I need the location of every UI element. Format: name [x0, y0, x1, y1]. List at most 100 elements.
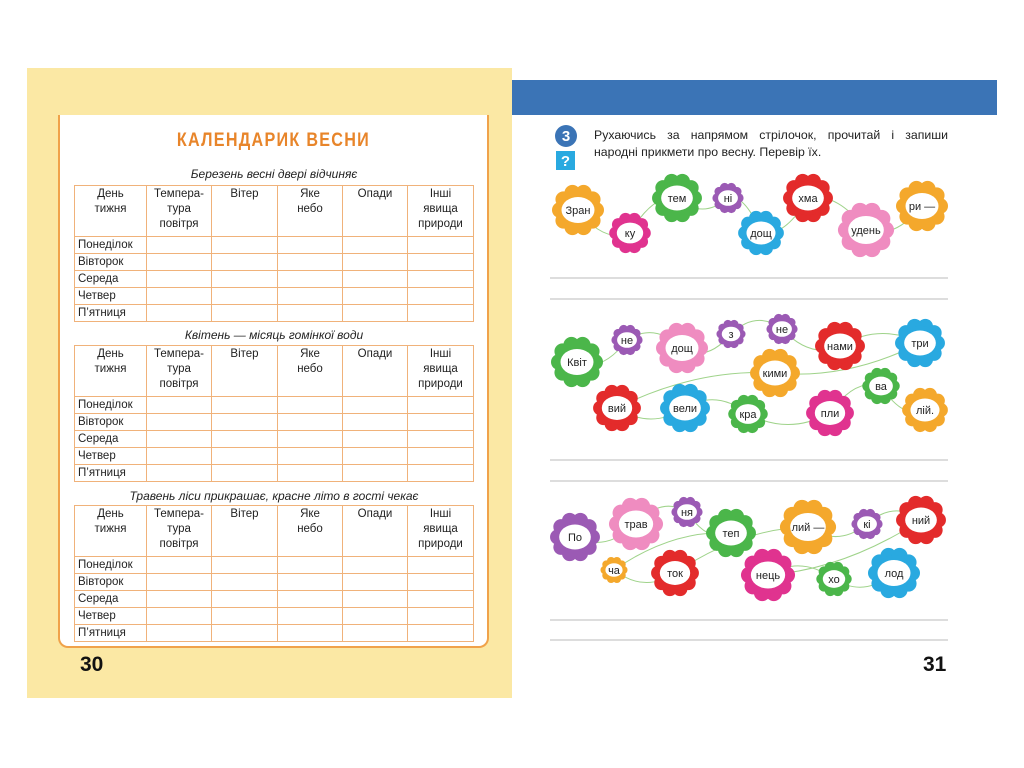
- header-cell: Інші явища природи: [407, 345, 474, 397]
- table-row: П’ятниця: [74, 304, 474, 322]
- empty-cell: [342, 270, 408, 288]
- flower-center: [822, 570, 846, 588]
- flower-center: [605, 563, 623, 577]
- syllable: трав: [624, 519, 647, 531]
- flower-center: [561, 197, 595, 223]
- empty-cell: [146, 573, 212, 591]
- flower-center: [559, 524, 591, 550]
- empty-cell: [211, 304, 278, 322]
- syllable: три: [911, 338, 928, 350]
- header-cell: Вітер: [211, 185, 278, 237]
- syllable: кі: [863, 519, 870, 531]
- flower-center: [665, 335, 699, 361]
- day-cell: Понеділок: [74, 556, 147, 574]
- empty-cell: [277, 396, 343, 414]
- empty-cell: [146, 464, 212, 482]
- day-cell: Середа: [74, 590, 147, 608]
- syllable: ри —: [909, 201, 935, 213]
- syllable: дощ: [671, 343, 693, 355]
- empty-cell: [277, 556, 343, 574]
- flower-center: [746, 221, 776, 245]
- day-cell: Четвер: [74, 287, 147, 305]
- flower: трав: [608, 497, 664, 551]
- syllable: вели: [673, 403, 697, 415]
- flower-center: [677, 504, 697, 520]
- flower-center: [618, 510, 654, 538]
- syllable: ний: [912, 515, 930, 527]
- empty-cell: [211, 556, 278, 574]
- flower-center: [718, 190, 738, 206]
- flower-center: [560, 349, 594, 375]
- empty-cell: [146, 447, 212, 465]
- empty-cell: [407, 287, 474, 305]
- header-cell: Яке небо: [277, 185, 343, 237]
- flower: ча: [600, 556, 628, 584]
- flower: теп: [706, 508, 756, 558]
- flower-center: [904, 330, 936, 356]
- flower-center: [772, 321, 792, 337]
- instruction: Рухаючись за напрямом стрілочок, прочита…: [594, 128, 948, 159]
- empty-cell: [277, 624, 343, 642]
- flower-center: [601, 396, 633, 420]
- question-icon: [556, 151, 575, 170]
- flower-center: [661, 185, 693, 211]
- empty-cell: [277, 236, 343, 254]
- day-cell: П’ятниця: [74, 464, 147, 482]
- day-cell: Четвер: [74, 447, 147, 465]
- empty-cell: [277, 590, 343, 608]
- flower: ри —: [896, 180, 948, 232]
- table-row: П’ятниця: [74, 464, 474, 482]
- empty-cell: [277, 607, 343, 625]
- flower-center: [905, 193, 939, 219]
- syllable: удень: [851, 225, 881, 237]
- empty-cell: [211, 287, 278, 305]
- empty-cell: [342, 253, 408, 271]
- header-cell: Інші явища природи: [407, 505, 474, 557]
- empty-cell: [211, 413, 278, 431]
- table-row: Четвер: [74, 607, 474, 625]
- syllable: кра: [739, 409, 757, 421]
- empty-cell: [407, 304, 474, 322]
- empty-cell: [146, 556, 212, 574]
- flower: хма: [783, 173, 833, 223]
- flower-center: [616, 222, 644, 244]
- empty-cell: [211, 464, 278, 482]
- empty-cell: [407, 464, 474, 482]
- empty-cell: [146, 413, 212, 431]
- writing-lines: [550, 277, 948, 641]
- empty-cell: [277, 304, 343, 322]
- empty-cell: [211, 573, 278, 591]
- syllable: дощ: [750, 228, 772, 240]
- header-cell: Темпера- тура повітря: [146, 185, 212, 237]
- syllable: ча: [608, 565, 621, 577]
- flower-center: [877, 560, 911, 586]
- flower: кра: [728, 394, 768, 434]
- syllable: нець: [756, 570, 780, 582]
- empty-cell: [146, 590, 212, 608]
- flower-center: [814, 401, 846, 425]
- syllable: не: [621, 335, 633, 347]
- empty-cell: [407, 447, 474, 465]
- day-cell: П’ятниця: [74, 624, 147, 642]
- flower-center: [857, 516, 877, 532]
- syllable: нами: [827, 341, 853, 353]
- syllable: тем: [668, 193, 687, 205]
- table-row: П’ятниця: [74, 624, 474, 642]
- empty-cell: [342, 236, 408, 254]
- flower-center: [848, 215, 884, 245]
- header-cell: Опади: [342, 505, 408, 557]
- calendar-table: День тижня Темпера- тура повітря Вітер Яке …: [74, 185, 474, 322]
- flower-center: [617, 332, 637, 348]
- flower: хо: [816, 561, 852, 597]
- empty-cell: [407, 430, 474, 448]
- day-cell: Вівторок: [74, 573, 147, 591]
- syllable: хма: [798, 193, 818, 205]
- syllable: ку: [625, 228, 636, 240]
- page-number: 30: [80, 653, 104, 676]
- syllable: ні: [724, 193, 733, 205]
- empty-cell: [211, 396, 278, 414]
- empty-cell: [211, 447, 278, 465]
- empty-cell: [146, 304, 212, 322]
